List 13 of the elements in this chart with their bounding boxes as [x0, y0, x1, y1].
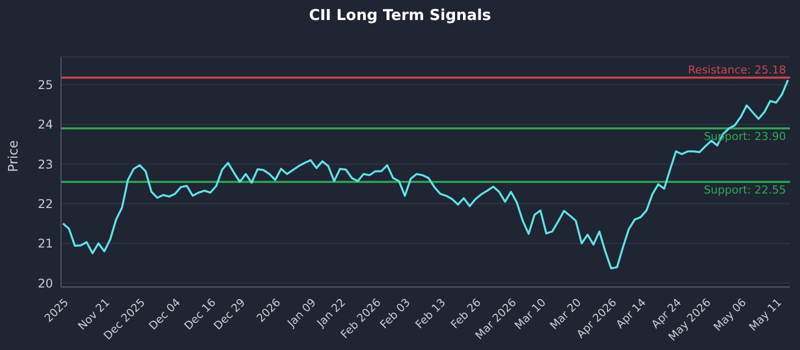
y-tick-label: 20 [38, 276, 53, 290]
chart-title: CII Long Term Signals [308, 6, 492, 24]
line-series [62, 79, 789, 270]
x-tick-label: Dec 04 [146, 296, 184, 333]
y-tick-label: 24 [38, 118, 53, 132]
y-tick-label: 25 [38, 78, 53, 92]
y-axis-title: Price [6, 140, 22, 172]
y-tick-label: 22 [38, 196, 53, 211]
ref-line-label: Resistance: 25.18 [688, 64, 786, 77]
x-tick-label: Feb 13 [412, 296, 448, 332]
ref-line-label: Support: 22.55 [704, 184, 786, 197]
y-tick-label: 23 [38, 157, 53, 172]
y-tick-label: 21 [38, 236, 53, 251]
